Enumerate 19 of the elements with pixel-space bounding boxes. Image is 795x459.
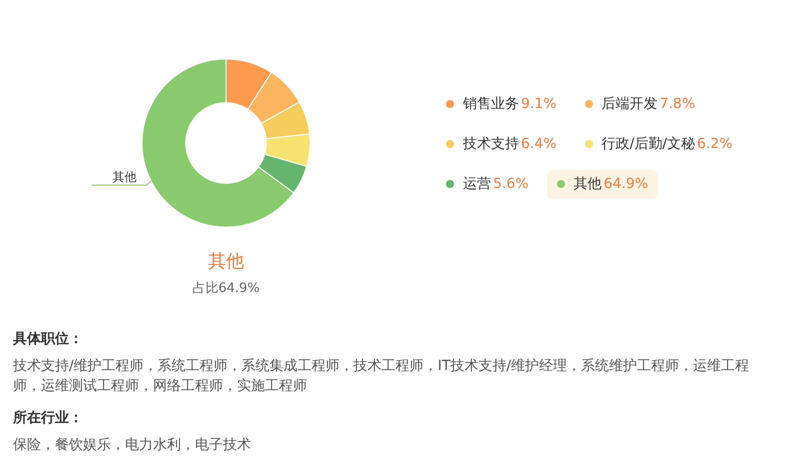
text: 所在行业： bbox=[13, 409, 84, 428]
data-label: 6.4% bbox=[521, 136, 557, 152]
data-label: 6.2% bbox=[697, 136, 733, 152]
legend-label: 其他 bbox=[574, 175, 602, 193]
legend-label: 运营 bbox=[463, 175, 491, 193]
data-label: 64.9% bbox=[604, 176, 648, 192]
text: 其他 bbox=[207, 250, 245, 274]
data-label: 7.8% bbox=[660, 96, 696, 112]
legend-label: 行政/后勤/文秘 bbox=[602, 135, 696, 153]
legend-label: 销售业务 bbox=[463, 95, 519, 113]
text: 技术支持/维护工程师，系统工程师，系统集成工程师，技术工程师，IT技术支持/维护经理，系统维护工程师，运维工程师，运维测试工程师，网络工程师，实施工程师 bbox=[13, 357, 750, 396]
data-label: 9.1% bbox=[521, 96, 557, 112]
text: 保险，餐饮娱乐，电力水利，电子技术 bbox=[13, 436, 252, 455]
text: 占比64.9% bbox=[191, 280, 261, 298]
legend-label: 技术支持 bbox=[463, 135, 519, 153]
text: 具体职位： bbox=[13, 330, 84, 349]
slice-label: 其他 bbox=[112, 170, 137, 184]
data-label: 5.6% bbox=[493, 176, 529, 192]
legend-label: 后端开发 bbox=[602, 95, 658, 113]
